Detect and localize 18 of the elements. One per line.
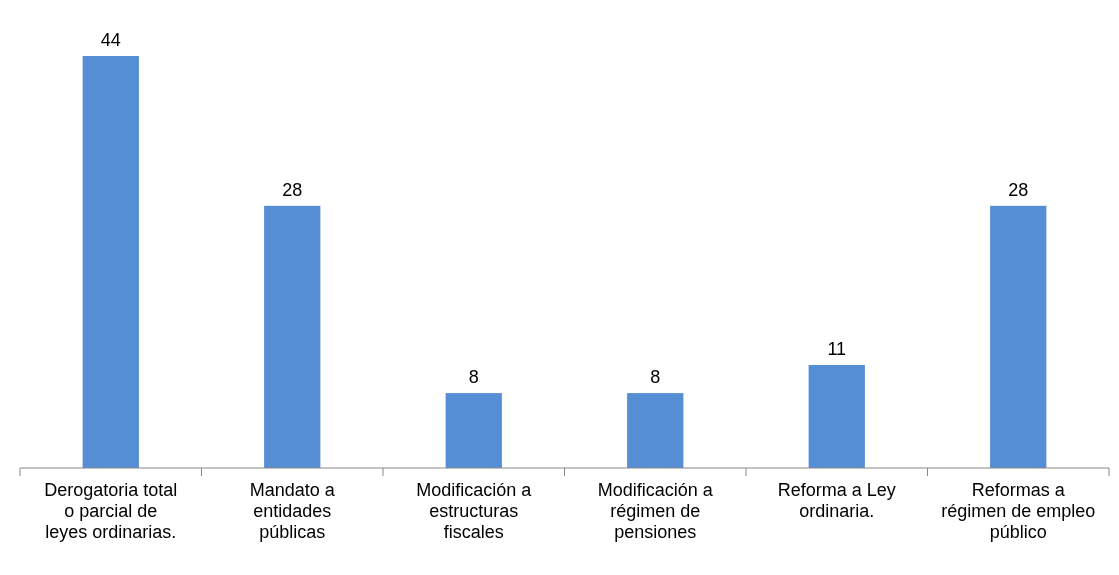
bar [82,56,139,468]
x-tick-label: Mandato a entidades públicas [249,480,336,542]
x-tick-label: Reforma a Ley ordinaria. [777,480,896,521]
x-tick-label: Derogatoria total o parcial de leyes ordinarias. [44,480,178,542]
bar [990,205,1047,468]
data-label: 44 [100,30,121,50]
data-label: 28 [1008,179,1029,200]
bar [627,393,684,468]
data-label: 8 [468,367,479,388]
x-tick-label: Reformas a régimen de empleo público [941,480,1096,542]
x-tick-label: Modificación a estructuras fiscales [416,480,533,542]
data-label: 8 [650,367,661,388]
data-label: 11 [827,339,847,359]
bar [264,205,321,468]
data-label: 28 [282,179,303,200]
bar [445,393,502,468]
bar [808,365,865,468]
x-tick-label: Modificación a régimen de pensiones [597,480,714,542]
